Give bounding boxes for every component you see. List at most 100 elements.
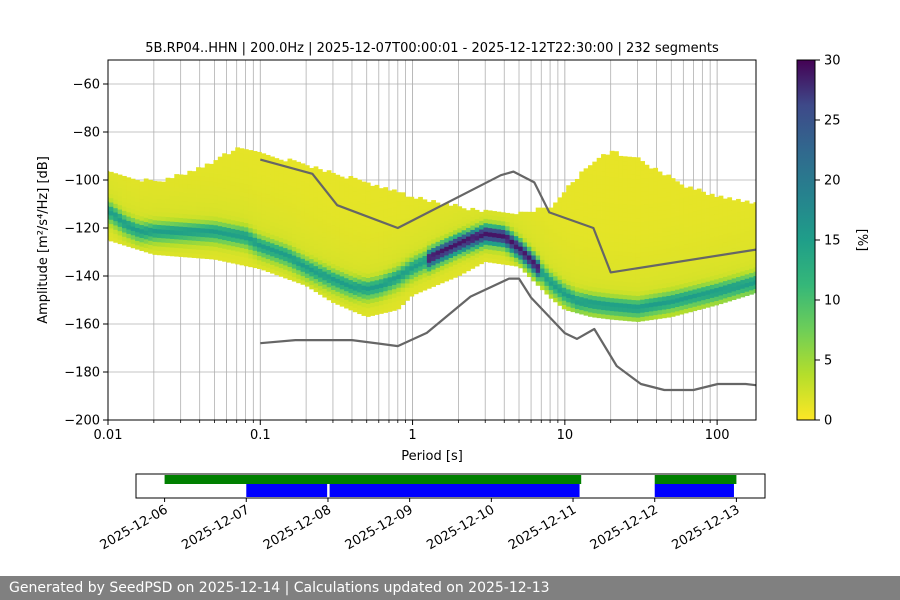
psd-cell: [426, 249, 432, 255]
psd-cell: [627, 212, 632, 218]
psd-cell: [439, 205, 445, 210]
psd-cell: [139, 181, 145, 187]
psd-cell: [156, 224, 162, 230]
psd-cell: [631, 165, 637, 171]
psd-cell: [235, 147, 240, 153]
psd-cell: [657, 292, 663, 298]
psd-cell: [126, 177, 132, 183]
psd-cell: [409, 287, 415, 293]
psd-cell: [331, 185, 336, 191]
psd-cell: [544, 212, 550, 217]
psd-cell: [413, 276, 419, 282]
psd-cell: [187, 214, 193, 219]
psd-cell: [557, 223, 563, 229]
psd-cell: [579, 305, 585, 311]
psd-cell: [688, 307, 693, 313]
psd-cell: [252, 220, 258, 225]
psd-cell: [744, 252, 750, 258]
psd-cell: [317, 268, 323, 274]
psd-cell: [322, 180, 328, 186]
psd-cell: [413, 237, 419, 243]
psd-cell: [579, 188, 585, 194]
psd-cell: [335, 282, 341, 288]
psd-cell: [609, 189, 615, 195]
psd-cell: [339, 211, 345, 216]
psd-cell: [187, 192, 193, 198]
psd-cell: [187, 218, 193, 224]
psd-cell: [378, 192, 384, 198]
psd-cell: [579, 223, 585, 229]
psd-cell: [692, 237, 698, 242]
psd-cell: [169, 199, 175, 205]
psd-cell: [648, 172, 654, 178]
psd-cell: [339, 219, 345, 225]
psd-cell: [657, 296, 663, 302]
psd-cell: [744, 282, 750, 288]
psd-cell: [736, 272, 741, 278]
psd-cell: [152, 250, 158, 255]
psd-cell: [274, 257, 280, 263]
psd-cell: [152, 206, 158, 212]
psd-cell: [527, 224, 532, 230]
psd-cell: [300, 236, 306, 242]
psd-cell: [278, 185, 284, 191]
psd-cell: [657, 244, 663, 250]
psd-cell: [139, 190, 145, 195]
psd-cell: [239, 230, 245, 236]
psd-cell: [662, 175, 667, 180]
psd-cell: [452, 208, 458, 213]
psd-cell: [383, 295, 389, 300]
psd-cell: [670, 204, 676, 209]
psd-cell: [313, 252, 319, 258]
psd-cell: [487, 240, 493, 246]
psd-cell: [479, 250, 484, 256]
psd-cell: [648, 215, 654, 221]
psd-cell: [217, 191, 223, 196]
psd-cell: [283, 161, 288, 167]
psd-cell: [326, 239, 332, 245]
psd-cell: [657, 184, 663, 190]
psd-cell: [587, 260, 593, 265]
psd-cell: [222, 166, 227, 171]
psd-cell: [605, 171, 611, 177]
psd-cell: [257, 251, 262, 257]
psd-cell: [287, 253, 293, 259]
psd-cell: [243, 188, 249, 193]
psd-cell: [736, 224, 741, 230]
psd-cell: [361, 255, 367, 260]
psd-cell: [400, 278, 406, 284]
psd-cell: [348, 223, 354, 229]
psd-cell: [587, 217, 593, 222]
psd-cell: [648, 254, 654, 260]
psd-cell: [435, 280, 441, 286]
psd-cell: [291, 203, 297, 209]
psd-cell: [165, 195, 171, 200]
psd-cell: [461, 242, 467, 248]
psd-cell: [596, 183, 602, 189]
psd-cell: [352, 190, 358, 196]
psd-cell: [688, 264, 693, 270]
psd-cell: [278, 168, 284, 174]
psd-cell: [666, 191, 672, 197]
psd-cell: [400, 226, 406, 232]
psd-cell: [701, 217, 706, 223]
psd-cell: [387, 207, 393, 213]
psd-cell: [348, 184, 354, 190]
psd-cell: [148, 179, 153, 185]
psd-cell: [174, 225, 180, 231]
psd-cell: [583, 237, 589, 243]
psd-cell: [614, 237, 619, 243]
psd-cell: [718, 269, 724, 274]
psd-cell: [570, 307, 576, 313]
psd-cell: [348, 292, 354, 298]
psd-cell: [378, 274, 384, 280]
psd-cell: [544, 259, 550, 265]
psd-cell: [444, 237, 450, 243]
psd-cell: [605, 297, 611, 302]
psd-cell: [722, 254, 728, 260]
y-tick-label: −160: [64, 318, 100, 333]
psd-cell: [535, 255, 541, 260]
psd-cell: [740, 275, 746, 281]
psd-cell: [718, 204, 724, 210]
psd-cell: [196, 167, 201, 172]
